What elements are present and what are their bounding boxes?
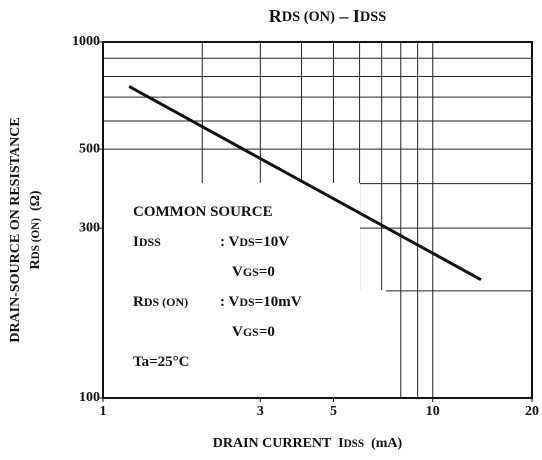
text-part: – I — [335, 6, 360, 26]
y-tick-label: 300 — [79, 220, 100, 235]
annotation: : VDS=10V — [220, 234, 289, 250]
annotation: Ta=25°C — [133, 354, 190, 370]
x-tick-label: 5 — [330, 404, 337, 419]
text-part: V — [232, 324, 243, 340]
y-tick-label: 500 — [79, 141, 100, 156]
annotation: RDS (ON) — [133, 294, 188, 310]
text-part: DSS — [360, 9, 386, 25]
annotation-box — [104, 290, 386, 397]
y-tick-label: 100 — [79, 390, 100, 405]
text-part: DRAIN-SOURCE ON RESISTANCE — [8, 117, 23, 342]
text-part: : V — [220, 234, 239, 250]
x-tick-label: 1 — [100, 404, 107, 419]
y-axis-label: RDS (ON) (Ω) — [28, 190, 43, 269]
text-part: DS — [239, 295, 255, 309]
x-tick-label: 10 — [426, 404, 440, 419]
text-part: DSS — [139, 235, 161, 249]
text-part: DS — [239, 235, 255, 249]
text-part: DS (ON) — [144, 295, 188, 309]
text-part: =0 — [259, 264, 275, 280]
annotation: COMMON SOURCE — [133, 204, 273, 220]
data-line — [128, 85, 482, 281]
text-part: R — [133, 294, 144, 310]
text-part: =10mV — [255, 294, 302, 310]
y-tick-label: 1000 — [72, 34, 100, 49]
x-tick-label: 20 — [525, 404, 539, 419]
text-part: GS — [243, 325, 259, 339]
text-part: (Ω) — [28, 190, 43, 218]
annotation: IDSS — [133, 234, 161, 250]
x-axis-label: DRAIN CURRENT IDSS (mA) — [213, 436, 403, 451]
text-part: I — [133, 234, 139, 250]
text-part: DRAIN CURRENT I — [213, 436, 344, 451]
text-part: =10V — [255, 234, 290, 250]
text-part: DSS — [344, 438, 365, 450]
text-part: (mA) — [364, 436, 402, 451]
text-part: R — [269, 6, 283, 26]
text-part: V — [232, 264, 243, 280]
text-part: R — [28, 259, 43, 270]
text-part: GS — [243, 265, 259, 279]
text-part: : V — [220, 294, 239, 310]
x-tick-label: 3 — [257, 404, 264, 419]
annotation: VGS=0 — [232, 264, 275, 280]
chart-title: RDS (ON) – IDSS — [269, 6, 387, 26]
text-part: Ta=25°C — [133, 354, 190, 370]
y-axis-label: DRAIN-SOURCE ON RESISTANCE — [8, 117, 23, 342]
annotation: : VDS=10mV — [220, 294, 302, 310]
annotation: VGS=0 — [232, 324, 275, 340]
text-part: COMMON SOURCE — [133, 204, 273, 220]
text-part: DS (ON) — [282, 9, 335, 25]
plot-frame — [102, 41, 533, 399]
text-part: DS (ON) — [30, 218, 42, 260]
text-part: =0 — [259, 324, 275, 340]
